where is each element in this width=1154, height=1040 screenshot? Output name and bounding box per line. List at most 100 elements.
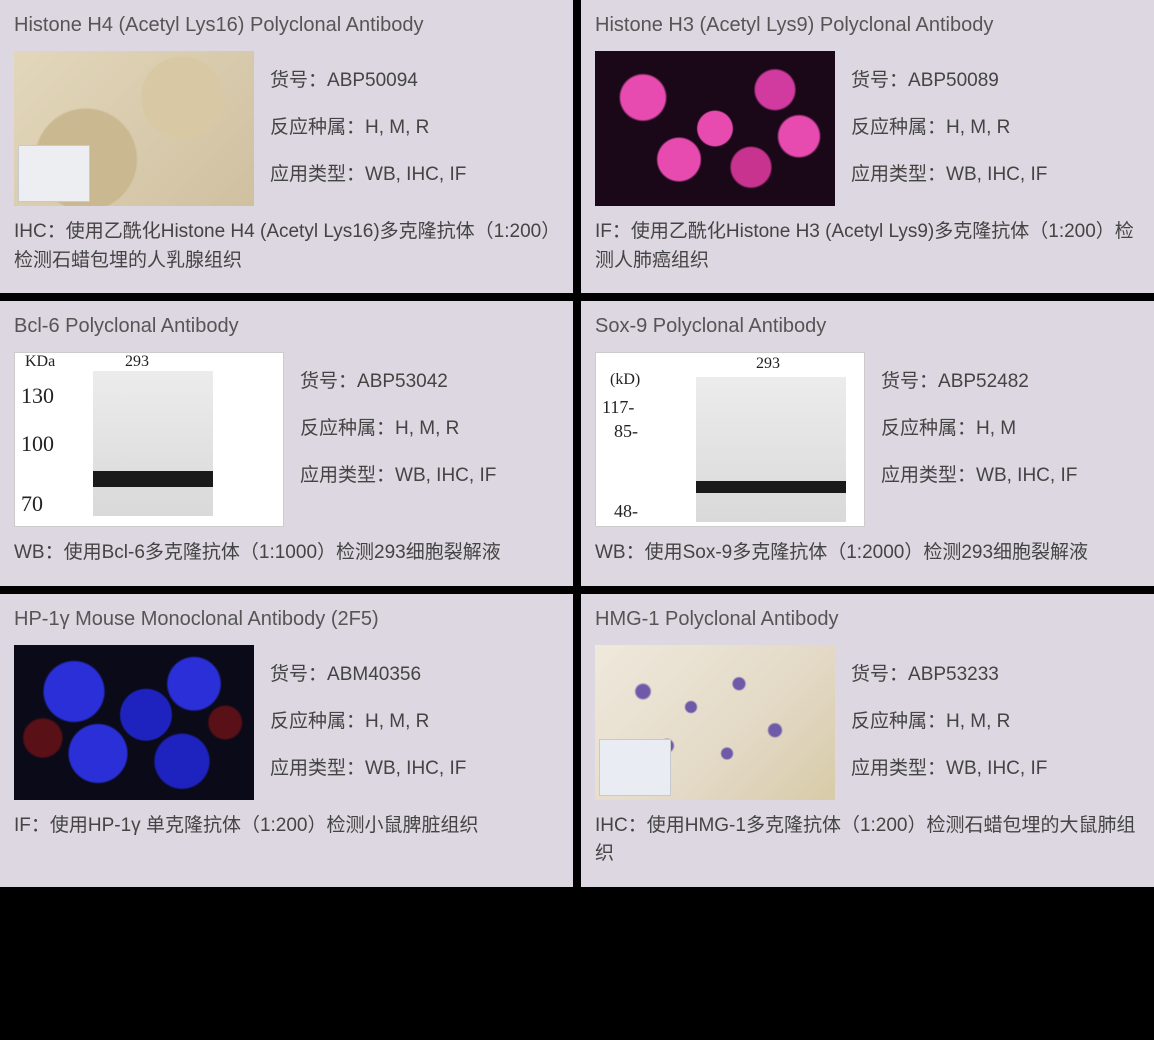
wb-marker: 70	[21, 491, 43, 517]
catalog-value: ABP52482	[938, 371, 1029, 392]
catalog-value: ABP50094	[327, 70, 418, 91]
catalog-value: ABP50089	[908, 70, 999, 91]
product-description: IHC：使用HMG-1多克隆抗体（1:200）检测石蜡包埋的大鼠肺组织	[595, 812, 1140, 869]
reactivity-row: 反应种属：H, M, R	[270, 706, 466, 733]
catalog-label: 货号：	[270, 70, 327, 91]
product-description: IF：使用HP-1γ 单克隆抗体（1:200）检测小鼠脾脏组织	[14, 812, 559, 841]
catalog-row: 货号：ABP53042	[300, 366, 496, 393]
product-description: IF：使用乙酰化Histone H3 (Acetyl Lys9)多克隆抗体（1:…	[595, 218, 1140, 275]
product-grid: Histone H4 (Acetyl Lys16) Polyclonal Ant…	[0, 0, 1154, 887]
catalog-row: 货号：ABP53233	[851, 659, 1047, 686]
applications-label: 应用类型：	[300, 465, 395, 486]
product-title: Histone H3 (Acetyl Lys9) Polyclonal Anti…	[595, 14, 1140, 37]
wb-marker: 85-	[614, 421, 638, 442]
product-description: IHC：使用乙酰化Histone H4 (Acetyl Lys16)多克隆抗体（…	[14, 218, 559, 275]
catalog-label: 货号：	[270, 664, 327, 685]
product-info: 货号：ABP53042 反应种属：H, M, R 应用类型：WB, IHC, I…	[300, 352, 496, 487]
product-image-ihc	[14, 51, 254, 206]
applications-value: WB, IHC, IF	[946, 758, 1047, 779]
card-body: 货号：ABM40356 反应种属：H, M, R 应用类型：WB, IHC, I…	[14, 645, 559, 800]
applications-value: WB, IHC, IF	[395, 465, 496, 486]
wb-lane-header: 293	[125, 353, 149, 371]
wb-marker: 117-	[602, 397, 634, 418]
reactivity-value: H, M, R	[365, 117, 429, 138]
applications-label: 应用类型：	[270, 758, 365, 779]
product-image-if	[595, 51, 835, 206]
applications-row: 应用类型：WB, IHC, IF	[270, 753, 466, 780]
wb-marker: 100	[21, 431, 54, 457]
reactivity-row: 反应种属：H, M, R	[270, 112, 466, 139]
reactivity-row: 反应种属：H, M	[881, 413, 1077, 440]
catalog-label: 货号：	[300, 371, 357, 392]
product-info: 货号：ABP50089 反应种属：H, M, R 应用类型：WB, IHC, I…	[851, 51, 1047, 186]
product-description: WB：使用Sox-9多克隆抗体（1:2000）检测293细胞裂解液	[595, 539, 1140, 568]
product-card: Histone H3 (Acetyl Lys9) Polyclonal Anti…	[581, 0, 1154, 293]
applications-label: 应用类型：	[270, 164, 365, 185]
card-body: KDa 293 130 100 70 货号：ABP53042 反应种属：H, M…	[14, 352, 559, 527]
product-card: HP-1γ Mouse Monoclonal Antibody (2F5) 货号…	[0, 594, 573, 887]
product-description: WB：使用Bcl-6多克隆抗体（1:1000）检测293细胞裂解液	[14, 539, 559, 568]
applications-row: 应用类型：WB, IHC, IF	[300, 460, 496, 487]
catalog-value: ABM40356	[327, 664, 421, 685]
wb-lane-header: 293	[756, 355, 780, 373]
reactivity-row: 反应种属：H, M, R	[300, 413, 496, 440]
card-body: 货号：ABP50089 反应种属：H, M, R 应用类型：WB, IHC, I…	[595, 51, 1140, 206]
product-info: 货号：ABP53233 反应种属：H, M, R 应用类型：WB, IHC, I…	[851, 645, 1047, 780]
applications-row: 应用类型：WB, IHC, IF	[851, 753, 1047, 780]
card-body: 货号：ABP53233 反应种属：H, M, R 应用类型：WB, IHC, I…	[595, 645, 1140, 800]
wb-lane	[696, 377, 846, 522]
reactivity-value: H, M, R	[395, 418, 459, 439]
applications-value: WB, IHC, IF	[976, 465, 1077, 486]
product-card: HMG-1 Polyclonal Antibody 货号：ABP53233 反应…	[581, 594, 1154, 887]
catalog-value: ABP53233	[908, 664, 999, 685]
reactivity-label: 反应种属：	[270, 117, 365, 138]
wb-lane	[93, 371, 213, 516]
applications-label: 应用类型：	[851, 164, 946, 185]
applications-row: 应用类型：WB, IHC, IF	[851, 159, 1047, 186]
product-card: Bcl-6 Polyclonal Antibody KDa 293 130 10…	[0, 301, 573, 586]
reactivity-label: 反应种属：	[881, 418, 976, 439]
card-body: 货号：ABP50094 反应种属：H, M, R 应用类型：WB, IHC, I…	[14, 51, 559, 206]
applications-value: WB, IHC, IF	[365, 758, 466, 779]
reactivity-value: H, M	[976, 418, 1016, 439]
reactivity-row: 反应种属：H, M, R	[851, 706, 1047, 733]
product-image-wb: KDa 293 130 100 70	[14, 352, 284, 527]
applications-label: 应用类型：	[851, 758, 946, 779]
wb-unit: (kD)	[610, 371, 640, 389]
reactivity-label: 反应种属：	[270, 711, 365, 732]
catalog-row: 货号：ABM40356	[270, 659, 466, 686]
product-title: HP-1γ Mouse Monoclonal Antibody (2F5)	[14, 608, 559, 631]
wb-unit: KDa	[25, 353, 55, 371]
reactivity-label: 反应种属：	[300, 418, 395, 439]
wb-band	[696, 481, 846, 493]
wb-marker: 48-	[614, 501, 638, 522]
product-title: Histone H4 (Acetyl Lys16) Polyclonal Ant…	[14, 14, 559, 37]
wb-band	[93, 471, 213, 487]
catalog-row: 货号：ABP50089	[851, 65, 1047, 92]
product-info: 货号：ABP50094 反应种属：H, M, R 应用类型：WB, IHC, I…	[270, 51, 466, 186]
product-info: 货号：ABP52482 反应种属：H, M 应用类型：WB, IHC, IF	[881, 352, 1077, 487]
card-body: (kD) 293 117- 85- 48- 货号：ABP52482 反应种属：H…	[595, 352, 1140, 527]
reactivity-label: 反应种属：	[851, 117, 946, 138]
catalog-value: ABP53042	[357, 371, 448, 392]
product-image-ihc	[595, 645, 835, 800]
applications-value: WB, IHC, IF	[365, 164, 466, 185]
reactivity-label: 反应种属：	[851, 711, 946, 732]
applications-row: 应用类型：WB, IHC, IF	[270, 159, 466, 186]
applications-value: WB, IHC, IF	[946, 164, 1047, 185]
product-card: Sox-9 Polyclonal Antibody (kD) 293 117- …	[581, 301, 1154, 586]
catalog-label: 货号：	[851, 70, 908, 91]
reactivity-value: H, M, R	[365, 711, 429, 732]
product-card: Histone H4 (Acetyl Lys16) Polyclonal Ant…	[0, 0, 573, 293]
product-image-wb: (kD) 293 117- 85- 48-	[595, 352, 865, 527]
wb-marker: 130	[21, 383, 54, 409]
product-info: 货号：ABM40356 反应种属：H, M, R 应用类型：WB, IHC, I…	[270, 645, 466, 780]
reactivity-row: 反应种属：H, M, R	[851, 112, 1047, 139]
catalog-row: 货号：ABP52482	[881, 366, 1077, 393]
catalog-label: 货号：	[881, 371, 938, 392]
applications-label: 应用类型：	[881, 465, 976, 486]
product-title: Bcl-6 Polyclonal Antibody	[14, 315, 559, 338]
product-image-if	[14, 645, 254, 800]
reactivity-value: H, M, R	[946, 117, 1010, 138]
catalog-row: 货号：ABP50094	[270, 65, 466, 92]
